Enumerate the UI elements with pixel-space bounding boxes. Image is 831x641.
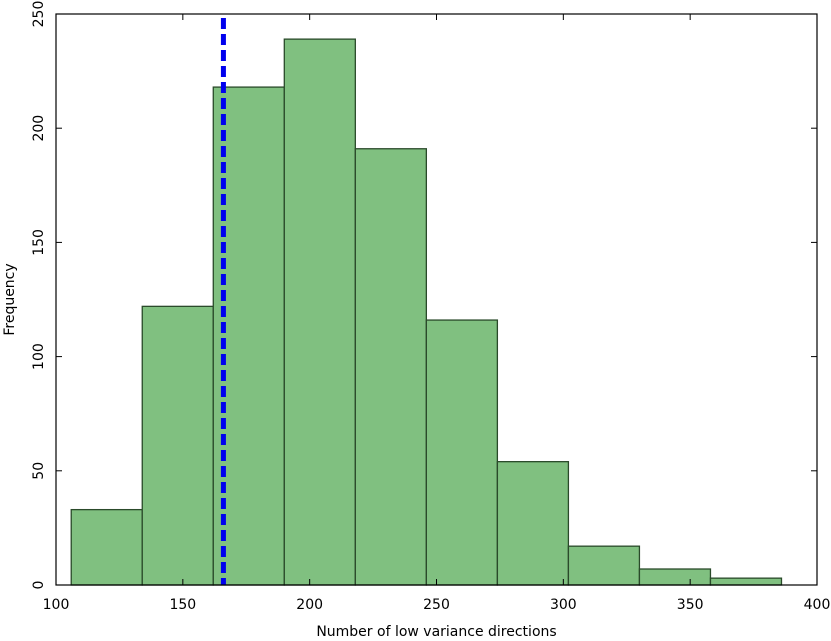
histogram-bar — [425, 319, 499, 586]
histogram-bar — [496, 461, 570, 586]
histogram-bar — [283, 38, 356, 586]
histogram-bar — [141, 305, 214, 586]
x-tick-label: 350 — [677, 597, 704, 613]
histogram-bar — [354, 148, 428, 586]
x-tick-label: 300 — [550, 597, 577, 613]
histogram-bar — [212, 86, 285, 586]
histogram-bar — [709, 577, 783, 586]
x-tick-label: 250 — [423, 597, 450, 613]
histogram-bar — [638, 568, 712, 586]
y-tick-label: 0 — [31, 581, 47, 590]
y-tick-label: 150 — [31, 229, 47, 256]
y-tick-label: 250 — [31, 1, 47, 28]
y-tick-label: 50 — [31, 462, 47, 480]
y-axis-ticks: 0 50 100 150 200 250 — [31, 1, 817, 590]
x-axis-ticks: 100 150 200 250 300 350 400 — [43, 14, 831, 613]
x-tick-label: 200 — [296, 597, 323, 613]
histogram-bar — [567, 545, 641, 586]
x-tick-label: 400 — [804, 597, 831, 613]
x-tick-label: 150 — [169, 597, 196, 613]
x-tick-label: 100 — [43, 597, 70, 613]
x-axis-label: Number of low variance directions — [316, 624, 556, 640]
histogram-bar — [70, 508, 143, 586]
histogram-bars — [70, 38, 783, 586]
y-tick-label: 200 — [31, 115, 47, 142]
y-tick-label: 100 — [31, 343, 47, 370]
y-axis-label: Frequency — [2, 263, 18, 335]
